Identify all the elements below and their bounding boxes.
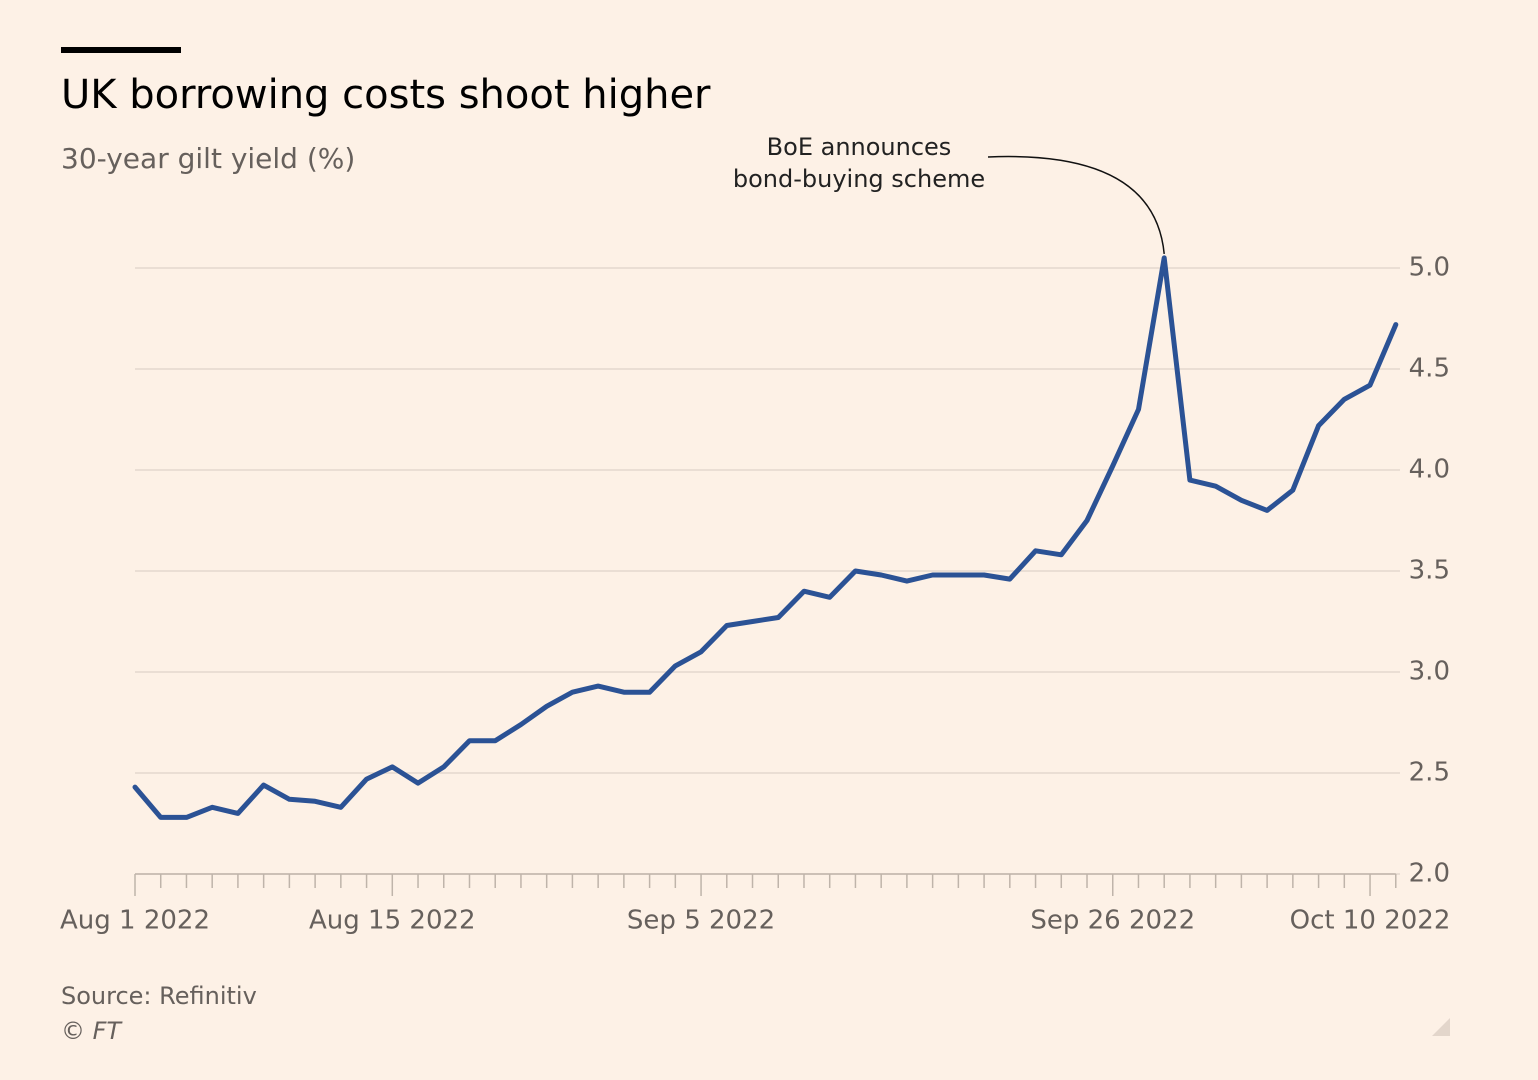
y-tick-label: 5.0: [1409, 253, 1450, 283]
resize-corner: [1432, 1018, 1450, 1036]
y-tick-label: 3.5: [1409, 556, 1450, 586]
x-tick-label: Sep 26 2022: [1030, 906, 1195, 936]
x-tick-label: Aug 15 2022: [309, 906, 476, 936]
x-tick-label: Sep 5 2022: [627, 906, 775, 936]
annotation-connector: [987, 155, 1165, 254]
annotation: BoE announces: [767, 133, 952, 161]
y-tick-label: 4.0: [1409, 455, 1450, 485]
chart-title: UK borrowing costs shoot higher: [61, 72, 711, 118]
line-series: [132, 255, 1399, 820]
y-tick-label: 3.0: [1409, 657, 1450, 687]
x-tick-label: Oct 10 2022: [1290, 906, 1451, 936]
credit: © FT: [61, 1017, 123, 1045]
chart-subtitle: 30-year gilt yield (%): [61, 142, 355, 175]
x-tick-label: Aug 1 2022: [60, 906, 210, 936]
y-tick-label: 2.5: [1409, 758, 1450, 788]
y-tick-label: 2.0: [1409, 859, 1450, 889]
annotation: bond-buying scheme: [733, 165, 985, 193]
title-bar: [61, 47, 181, 53]
y-tick-label: 4.5: [1409, 354, 1450, 384]
source: Source: Refinitiv: [61, 982, 257, 1010]
